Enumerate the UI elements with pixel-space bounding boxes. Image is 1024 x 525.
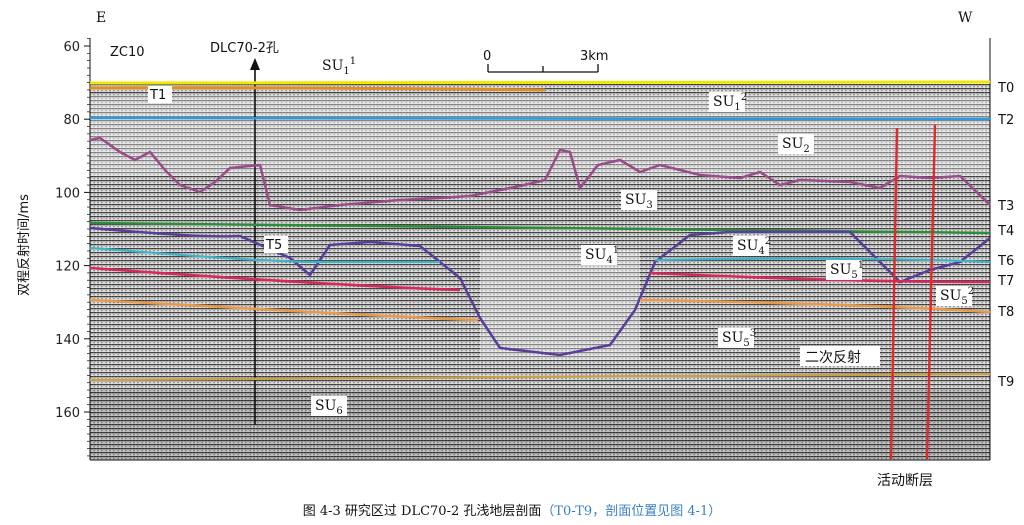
borehole-marker: DLC70-2孔 bbox=[210, 41, 279, 425]
annotations: 二次反射 活动断层 bbox=[800, 346, 933, 489]
unit-label-box bbox=[826, 260, 862, 280]
direction-left: E bbox=[96, 10, 106, 26]
unit-label-box bbox=[778, 134, 814, 154]
unit-label-box bbox=[311, 396, 347, 416]
active-fault-label: 活动断层 bbox=[877, 473, 933, 489]
y-axis: 60 80 100 120 140 160 双程反射时间/ms bbox=[16, 38, 991, 461]
unit-label-box bbox=[936, 286, 972, 306]
direction-right: W bbox=[958, 10, 973, 26]
y-tick-label: 120 bbox=[55, 260, 80, 275]
y-tick-label: 140 bbox=[55, 333, 80, 348]
unit-label-text: SU42 bbox=[737, 236, 771, 257]
horizon-T4 bbox=[89, 221, 991, 235]
scale-end: 3km bbox=[580, 49, 608, 64]
horizon-T6 bbox=[89, 246, 991, 264]
horizon-tag-T8: T8 bbox=[997, 305, 1014, 320]
multiple-reflection-label: 二次反射 bbox=[805, 350, 861, 366]
horizon-tag-T2: T2 bbox=[997, 113, 1014, 128]
horizon-tag-T3: T3 bbox=[997, 199, 1014, 214]
y-tick-label: 80 bbox=[63, 113, 80, 128]
unit-label-text: SU51 bbox=[830, 260, 864, 281]
horizon-tag-T0: T0 bbox=[997, 81, 1014, 96]
unit-labels: SU11 SU12 SU2 SU3 SU41 SU42 SU51 SU52 SU53 SU6 bbox=[311, 56, 974, 417]
y-tick-label: 160 bbox=[55, 406, 80, 421]
unit-label-box bbox=[709, 92, 745, 112]
scale-bar: 0 3km bbox=[483, 49, 608, 73]
y-axis-label: 双程反射时间/ms bbox=[16, 194, 32, 296]
horizon-tags: T0 T2 T3 T4 T6 T7 T8 T9 T1 T5 bbox=[148, 81, 1014, 390]
fault-lines bbox=[889, 124, 937, 461]
unit-label-text: SU11 bbox=[322, 56, 356, 77]
unit-label: SU42 bbox=[733, 236, 771, 257]
figure-caption: 图 4-3 研究区过 DLC70-2 孔浅地层剖面（T0-T9，剖面位置见图 4… bbox=[0, 500, 1024, 519]
unit-label-text: SU3 bbox=[625, 192, 653, 211]
unit-label: SU12 bbox=[709, 92, 747, 113]
unit-label: SU11 bbox=[322, 56, 356, 77]
seismic-image bbox=[90, 38, 990, 460]
fault-line-1 bbox=[889, 127, 899, 461]
fault-line-2 bbox=[925, 124, 937, 461]
unit-label: SU2 bbox=[778, 134, 814, 155]
horizon-tag-T5: T5 bbox=[265, 238, 282, 253]
y-tick-label: 60 bbox=[63, 40, 80, 55]
unit-label: SU52 bbox=[936, 286, 974, 307]
y-tick-group: 60 80 100 120 140 160 bbox=[55, 38, 90, 457]
unit-label-text: SU41 bbox=[585, 245, 619, 266]
unit-label: SU41 bbox=[581, 245, 619, 266]
horizon-tag-T6: T6 bbox=[997, 254, 1014, 269]
unit-label-text: SU2 bbox=[782, 136, 810, 155]
horizon-tag-T9: T9 bbox=[997, 375, 1014, 390]
unit-label-box bbox=[733, 236, 769, 256]
unit-label: SU51 bbox=[826, 260, 864, 281]
scale-start: 0 bbox=[483, 49, 491, 64]
horizon-T3 bbox=[89, 136, 991, 212]
section-name: ZC10 bbox=[110, 45, 145, 60]
horizon-tag-T1: T1 bbox=[149, 88, 166, 103]
unit-label-text: SU52 bbox=[940, 286, 974, 307]
horizon-T9 bbox=[89, 372, 991, 382]
unit-label-text: SU12 bbox=[713, 92, 747, 113]
unit-label-box bbox=[581, 245, 617, 265]
horizon-T7 bbox=[89, 266, 991, 292]
unit-label: SU6 bbox=[311, 396, 347, 417]
horizon-tag-T4: T4 bbox=[997, 224, 1014, 239]
horizon-tag-T7: T7 bbox=[997, 274, 1014, 289]
borehole-label: DLC70-2孔 bbox=[210, 41, 279, 56]
unit-label: SU3 bbox=[621, 190, 657, 211]
unit-label-box bbox=[621, 190, 657, 210]
caption-main: 图 4-3 研究区过 DLC70-2 孔浅地层剖面 bbox=[302, 504, 542, 519]
unit-label-text: SU6 bbox=[315, 398, 343, 417]
horizon-T2 bbox=[89, 116, 991, 121]
unit-label: SU53 bbox=[718, 328, 756, 349]
horizon-T5 bbox=[89, 226, 991, 357]
caption-paren: （T0-T9，剖面位置见图 4-1） bbox=[541, 504, 722, 519]
horizon-T8 bbox=[89, 298, 991, 322]
y-tick-label: 100 bbox=[55, 186, 80, 201]
unit-label-box bbox=[718, 328, 754, 348]
unit-label-text: SU53 bbox=[722, 328, 756, 349]
